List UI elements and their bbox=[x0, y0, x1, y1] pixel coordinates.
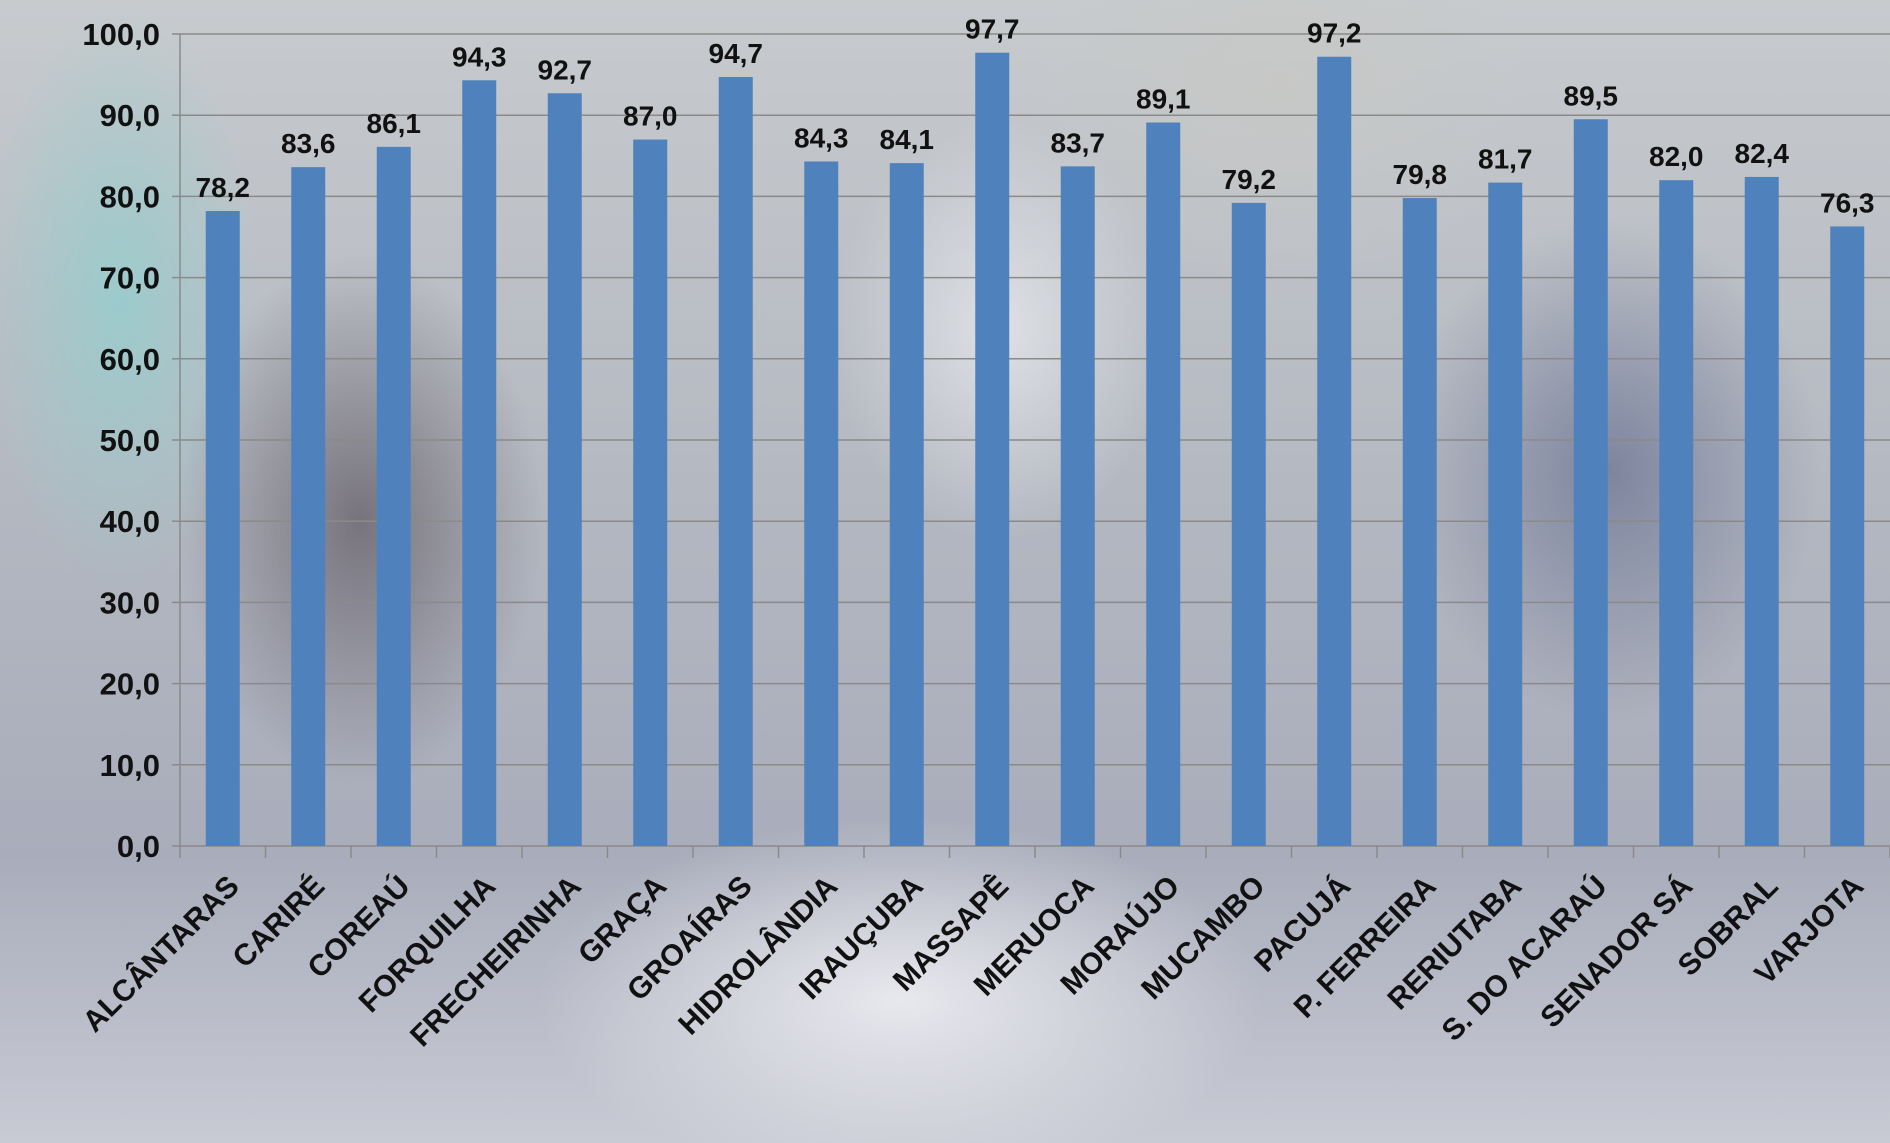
y-axis: 0,0 10,0 20,0 30,0 40,0 50,0 60,0 70,0 80,0 90,0 1… bbox=[82, 17, 181, 864]
category-label: HIDROLÂNDIA bbox=[672, 869, 845, 1042]
bars bbox=[205, 52, 1865, 847]
bar bbox=[889, 163, 924, 846]
bar bbox=[547, 93, 582, 846]
bar bbox=[633, 139, 668, 846]
bar bbox=[1317, 56, 1352, 846]
data-label: 86,1 bbox=[367, 108, 422, 139]
y-tick-label: 30,0 bbox=[100, 585, 160, 620]
bar bbox=[1659, 180, 1694, 846]
bar bbox=[804, 161, 839, 846]
y-tick-label: 80,0 bbox=[100, 179, 160, 214]
y-tick-label: 90,0 bbox=[100, 98, 160, 133]
data-label: 94,3 bbox=[452, 41, 507, 72]
y-tick-label: 100,0 bbox=[82, 17, 160, 52]
data-label: 89,1 bbox=[1136, 84, 1191, 115]
y-tick-label: 40,0 bbox=[100, 504, 160, 539]
data-label: 81,7 bbox=[1478, 144, 1533, 175]
bar bbox=[291, 167, 326, 847]
data-label: 92,7 bbox=[538, 54, 593, 85]
y-tick-label: 50,0 bbox=[100, 423, 160, 458]
bar bbox=[1231, 202, 1266, 846]
bar bbox=[718, 77, 753, 846]
y-tick-label: 70,0 bbox=[100, 261, 160, 296]
data-label: 83,6 bbox=[281, 128, 336, 159]
bar bbox=[1488, 182, 1523, 846]
data-label: 94,7 bbox=[709, 38, 764, 69]
data-label: 97,2 bbox=[1307, 18, 1362, 49]
bar bbox=[1146, 122, 1181, 847]
bar bbox=[1744, 176, 1779, 847]
category-label: ALCÂNTARAS bbox=[76, 869, 246, 1039]
data-label: 78,2 bbox=[196, 172, 251, 203]
data-label: 84,3 bbox=[794, 122, 849, 153]
bar bbox=[975, 52, 1010, 846]
data-labels: 78,2 83,6 86,1 94,3 92,7 87,0 94,7 84,3 84,1 97,7… bbox=[196, 14, 1875, 219]
data-label: 83,7 bbox=[1051, 127, 1106, 158]
bar bbox=[1402, 198, 1437, 847]
data-label: 82,4 bbox=[1735, 138, 1790, 169]
data-label: 79,8 bbox=[1393, 159, 1448, 190]
bar bbox=[1573, 119, 1608, 846]
data-label: 89,5 bbox=[1564, 80, 1619, 111]
bar bbox=[1830, 226, 1865, 847]
y-tick-label: 60,0 bbox=[100, 342, 160, 377]
y-tick-label: 0,0 bbox=[117, 829, 160, 864]
bar bbox=[462, 80, 497, 846]
data-label: 76,3 bbox=[1820, 187, 1875, 218]
gridlines bbox=[180, 33, 1890, 766]
category-labels: ALCÂNTARASCARIRÉCOREAÚFORQUILHAFRECHEIRI… bbox=[76, 869, 1870, 1053]
data-label: 87,0 bbox=[623, 101, 678, 132]
data-label: 97,7 bbox=[965, 14, 1020, 45]
category-label: SENADOR SÁ bbox=[1534, 869, 1699, 1034]
data-label: 84,1 bbox=[880, 124, 935, 155]
bar bbox=[376, 146, 411, 847]
bar bbox=[205, 211, 240, 847]
data-label: 82,0 bbox=[1649, 141, 1704, 172]
y-tick-label: 20,0 bbox=[100, 667, 160, 702]
bar bbox=[1060, 166, 1095, 846]
y-tick-label: 10,0 bbox=[100, 748, 160, 783]
x-axis bbox=[179, 845, 1890, 858]
data-label: 79,2 bbox=[1222, 164, 1277, 195]
